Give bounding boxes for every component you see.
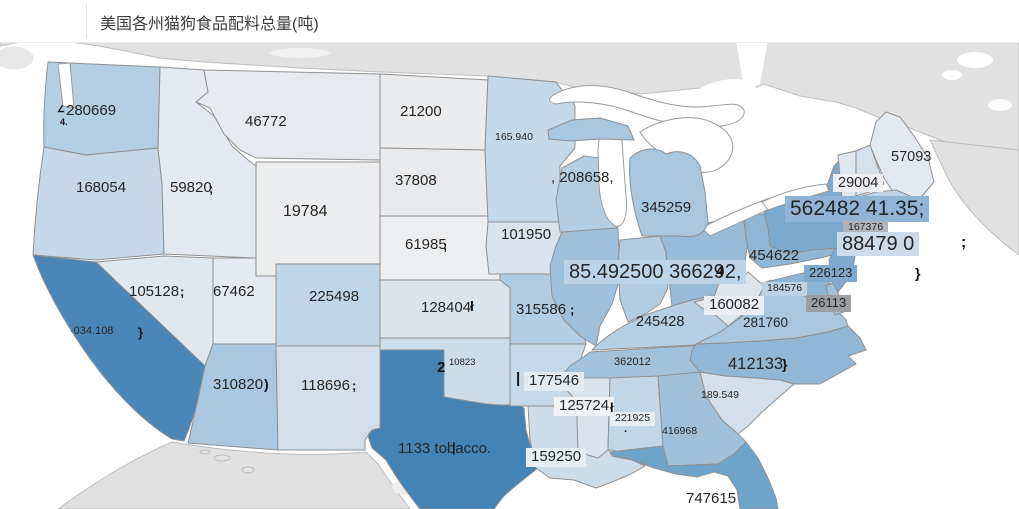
state-colorado[interactable] [275,263,381,347]
canada-landmass [0,39,1019,256]
state-north-dakota[interactable] [379,73,489,151]
header-left-divider [86,4,87,38]
page-title: 美国各州猫狗食品配料总量(吨) [100,16,319,33]
puget-sound-inlet [57,62,75,109]
lake-superior [548,85,745,128]
state-indiana[interactable] [617,235,669,323]
state-oregon[interactable] [32,146,165,261]
header-bar: 美国各州猫狗食品配料总量(吨) [0,0,1019,43]
states-group [32,61,935,509]
state-florida[interactable] [609,441,779,509]
michigan-upper-peninsula[interactable] [547,117,635,142]
michigan-lower-peninsula[interactable] [629,148,709,238]
state-kansas[interactable] [379,279,511,339]
mexico-landmass [57,441,424,509]
channel-island [241,466,255,474]
state-texas[interactable] [367,349,539,509]
state-south-dakota[interactable] [379,147,490,217]
state-maine[interactable] [869,111,935,211]
state-michigan[interactable] [547,117,709,238]
channel-island [213,454,231,462]
state-wyoming[interactable] [255,161,381,277]
state-connecticut[interactable] [849,205,882,229]
channel-island [199,449,211,455]
state-new-mexico[interactable] [275,345,381,451]
great-lakes [548,85,830,237]
